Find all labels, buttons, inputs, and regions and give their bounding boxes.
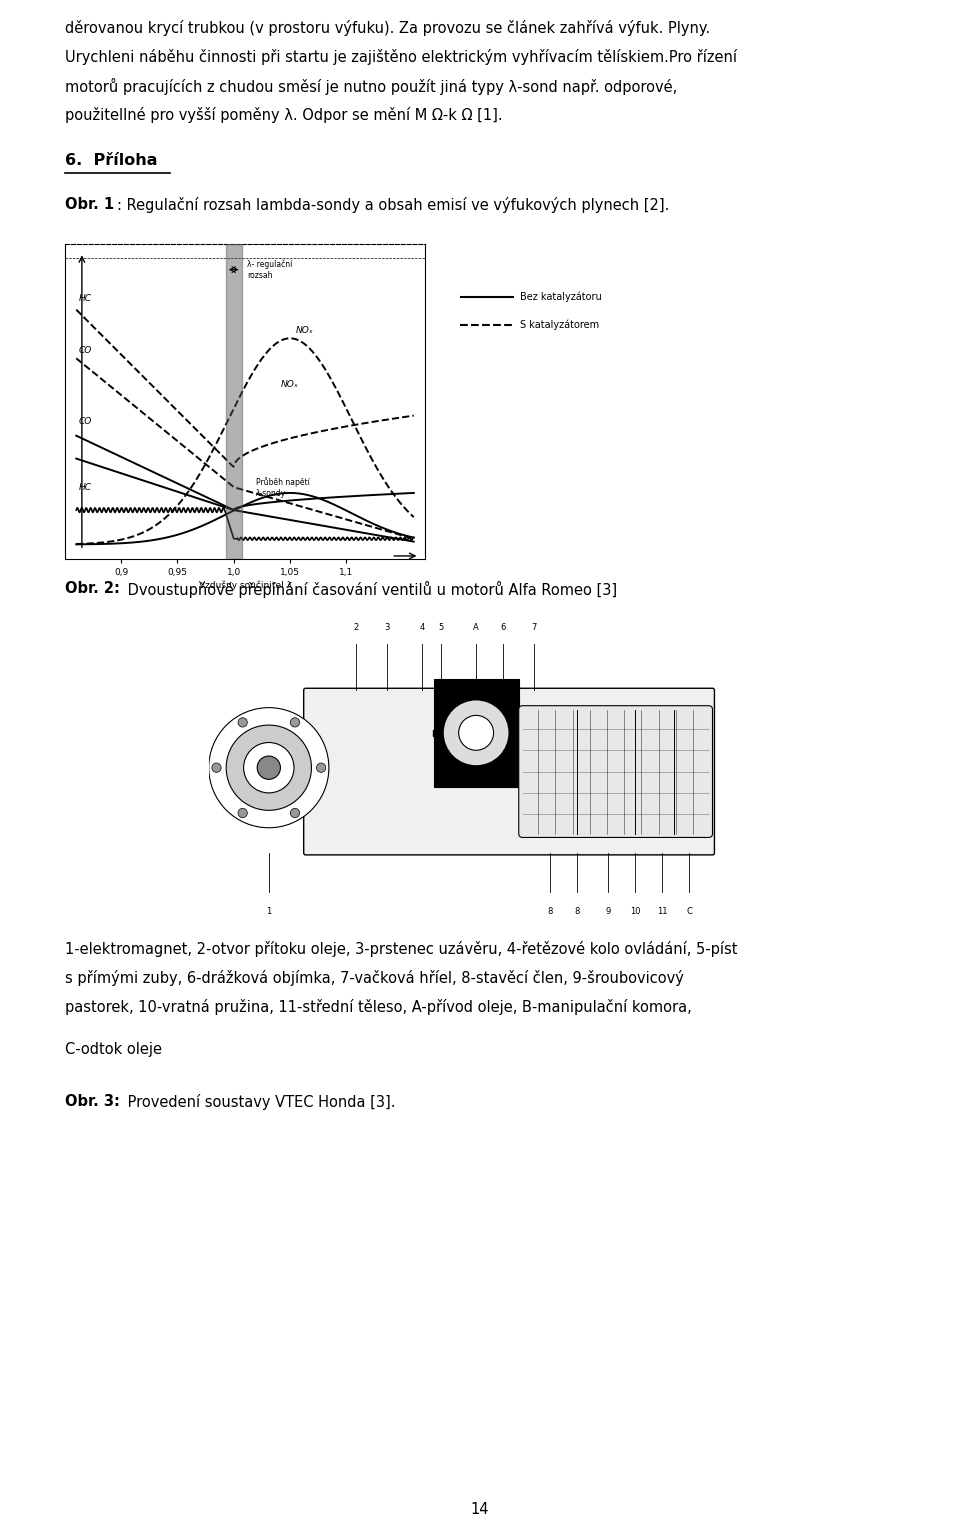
Text: λ- regulační
rozsah: λ- regulační rozsah <box>248 260 293 280</box>
Text: děrovanou krycí trubkou (v prostoru výfuku). Za provozu se článek zahřívá výfuk.: děrovanou krycí trubkou (v prostoru výfu… <box>65 20 710 35</box>
Text: pastorek, 10-vratná pružina, 11-střední těleso, A-přívod oleje, B-manipulační ko: pastorek, 10-vratná pružina, 11-střední … <box>65 999 692 1014</box>
Bar <box>497 697 503 703</box>
FancyBboxPatch shape <box>303 688 714 854</box>
Text: s přímými zuby, 6-drážková objímka, 7-vačková hříel, 8-stavěcí člen, 9-šroubovic: s přímými zuby, 6-drážková objímka, 7-va… <box>65 970 684 985</box>
Text: Průběh napětí
λ-sondy: Průběh napětí λ-sondy <box>256 477 310 497</box>
Text: Obr. 1: Obr. 1 <box>65 197 114 212</box>
Text: 1-elektromagnet, 2-otvor přítoku oleje, 3-prstenec uzávěru, 4-řetězové kolo ovlá: 1-elektromagnet, 2-otvor přítoku oleje, … <box>65 940 737 957</box>
Bar <box>226 243 242 559</box>
FancyBboxPatch shape <box>518 706 712 837</box>
Circle shape <box>244 742 294 793</box>
Text: 14: 14 <box>470 1502 490 1517</box>
Text: C-odtok oleje: C-odtok oleje <box>65 1042 162 1057</box>
Circle shape <box>208 708 329 828</box>
Bar <box>506 706 512 711</box>
Text: C: C <box>686 906 692 916</box>
Bar <box>441 754 446 759</box>
Text: Obr. 2:: Obr. 2: <box>65 580 120 596</box>
Text: 1: 1 <box>266 906 272 916</box>
Text: : Regulační rozsah lambda-sondy a obsah emisí ve výfukových plynech [2].: : Regulační rozsah lambda-sondy a obsah … <box>117 197 669 212</box>
Text: 6: 6 <box>500 623 506 633</box>
Bar <box>506 754 512 759</box>
Circle shape <box>290 717 300 726</box>
Text: Bez katalyzátoru: Bez katalyzátoru <box>520 292 602 302</box>
Bar <box>515 729 519 736</box>
Text: 8: 8 <box>574 906 580 916</box>
Text: CO: CO <box>79 346 92 354</box>
Text: Obr. 3:: Obr. 3: <box>65 1094 120 1110</box>
Text: 3: 3 <box>384 623 390 633</box>
Bar <box>512 743 517 748</box>
Text: A: A <box>473 623 479 633</box>
Circle shape <box>238 808 248 817</box>
Bar <box>512 717 517 723</box>
Text: použitellné pro vyšší poměny λ. Odpor se mění M Ω-k Ω [1].: použitellné pro vyšší poměny λ. Odpor se… <box>65 108 503 123</box>
Circle shape <box>238 717 248 726</box>
Bar <box>486 691 492 697</box>
Text: 8: 8 <box>547 906 552 916</box>
Bar <box>497 763 503 768</box>
Circle shape <box>290 808 300 817</box>
Bar <box>449 697 455 703</box>
Bar <box>461 691 467 697</box>
Circle shape <box>317 763 325 773</box>
Text: Urychleni náběhu činnosti při startu je zajištěno elektrickým vyhřívacím tělíski: Urychleni náběhu činnosti při startu je … <box>65 49 737 65</box>
Bar <box>473 689 479 694</box>
Text: S katalyzátorem: S katalyzátorem <box>520 319 599 329</box>
Text: NOₓ: NOₓ <box>281 380 299 389</box>
Text: Dvoustupňové přepínání časování ventilů u motorů Alfa Romeo [3]: Dvoustupňové přepínání časování ventilů … <box>123 580 617 597</box>
Text: 11: 11 <box>657 906 667 916</box>
Circle shape <box>459 716 493 749</box>
Circle shape <box>212 763 221 773</box>
Circle shape <box>257 756 280 779</box>
Text: HC: HC <box>79 294 91 303</box>
Text: 9: 9 <box>605 906 611 916</box>
Bar <box>434 679 518 786</box>
Text: 4: 4 <box>420 623 424 633</box>
Text: CO: CO <box>79 417 92 426</box>
Text: HC: HC <box>79 483 91 492</box>
Text: motorů pracujících z chudou směsí je nutno použít jiná typy λ-sond např. odporov: motorů pracujících z chudou směsí je nut… <box>65 78 677 95</box>
Text: Provedení soustavy VTEC Honda [3].: Provedení soustavy VTEC Honda [3]. <box>123 1094 396 1111</box>
Circle shape <box>444 700 509 766</box>
Bar <box>473 771 479 776</box>
Bar <box>435 743 440 748</box>
Bar <box>449 763 455 768</box>
Bar <box>433 729 438 736</box>
Bar <box>441 706 446 711</box>
Bar <box>461 770 467 774</box>
X-axis label: Vzdušny součinitel λ: Vzdušny součinitel λ <box>199 582 292 591</box>
Bar <box>435 717 440 723</box>
Circle shape <box>227 725 311 811</box>
Text: 5: 5 <box>439 623 444 633</box>
Bar <box>486 770 492 774</box>
Text: 2: 2 <box>353 623 359 633</box>
Text: 7: 7 <box>532 623 537 633</box>
Text: NOₓ: NOₓ <box>296 326 314 334</box>
Text: 6.  Příloha: 6. Příloha <box>65 154 157 168</box>
Text: 10: 10 <box>630 906 640 916</box>
